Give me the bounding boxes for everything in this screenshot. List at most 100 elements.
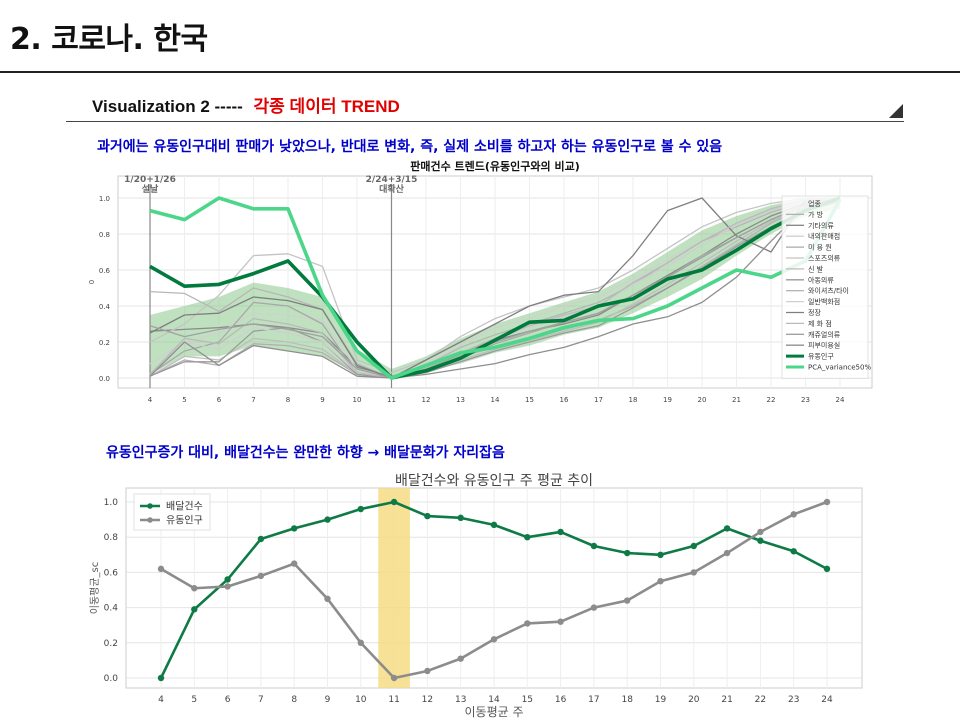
data-point bbox=[357, 639, 364, 646]
x-tick-label: 12 bbox=[422, 695, 433, 705]
data-point bbox=[291, 560, 298, 567]
data-point bbox=[224, 583, 231, 590]
highlight-band bbox=[378, 488, 410, 688]
x-axis-label: 이동평균 주 bbox=[464, 705, 523, 719]
x-tick-label: 7 bbox=[258, 695, 264, 705]
x-tick-label: 18 bbox=[629, 396, 638, 404]
data-point bbox=[490, 521, 498, 529]
legend-label: 유동인구 bbox=[808, 352, 834, 361]
legend-box bbox=[133, 493, 211, 531]
legend-label: PCA_variance50% bbox=[808, 364, 871, 372]
y-tick-label: 0.8 bbox=[99, 231, 110, 239]
x-tick-label: 14 bbox=[488, 695, 500, 705]
y-tick-label: 0.2 bbox=[99, 339, 110, 347]
chart-2: 0.0 0.2 0.4 0.6 0.8 1.0 4 5 6 7 8 9 10 11 12 13 14 15 16 17… bbox=[89, 473, 863, 719]
x-tick-label: 9 bbox=[320, 396, 324, 404]
y-tick-label: 0.0 bbox=[104, 674, 119, 684]
series-line bbox=[149, 197, 840, 374]
legend-label: 신 발 bbox=[808, 264, 824, 273]
data-point bbox=[457, 655, 464, 662]
data-point bbox=[390, 498, 398, 506]
y-axis-label: 이동평균_sc bbox=[89, 562, 101, 615]
legend-label: 기타의류 bbox=[808, 221, 834, 230]
x-tick-label: 18 bbox=[621, 695, 633, 705]
x-tick-label: 20 bbox=[698, 396, 707, 404]
legend-label: 내의판매점 bbox=[808, 232, 840, 241]
x-tick-label: 14 bbox=[491, 396, 500, 404]
data-point bbox=[790, 548, 797, 555]
data-point bbox=[524, 620, 531, 627]
data-point bbox=[790, 511, 797, 518]
x-tick-label: 24 bbox=[821, 695, 833, 705]
x-tick-label: 21 bbox=[721, 695, 732, 705]
y-tick-label: 0.4 bbox=[99, 303, 111, 311]
legend-label: 가 방 bbox=[808, 210, 824, 219]
x-tick-label: 17 bbox=[588, 695, 599, 705]
chart-title: 배달건수와 유동인구 주 평균 추이 bbox=[395, 473, 593, 489]
data-point bbox=[257, 535, 265, 543]
data-point bbox=[624, 597, 631, 604]
data-point bbox=[224, 576, 231, 583]
data-point bbox=[324, 516, 331, 523]
data-point bbox=[657, 551, 664, 558]
legend-label: 제 화 점 bbox=[808, 320, 832, 328]
x-tick-label: 20 bbox=[688, 695, 700, 705]
series-line bbox=[149, 196, 841, 380]
legend-label: 정장 bbox=[808, 308, 821, 317]
legend-label: 유동인구 bbox=[166, 515, 203, 527]
x-tick-label: 5 bbox=[182, 396, 186, 404]
data-point bbox=[457, 514, 464, 522]
annotation-label: 1/20+1/26 bbox=[124, 175, 176, 185]
data-point bbox=[624, 549, 631, 557]
x-tick-label: 24 bbox=[836, 396, 845, 404]
data-point bbox=[690, 542, 697, 550]
legend-label: 일반백화점 bbox=[808, 297, 840, 306]
data-point bbox=[291, 525, 298, 532]
y-axis-label: 0 bbox=[88, 280, 96, 284]
data-point bbox=[823, 498, 831, 506]
x-tick-label: 6 bbox=[217, 396, 222, 404]
data-point bbox=[324, 595, 331, 602]
annotation-label: 2/24+3/15 bbox=[366, 175, 418, 185]
x-tick-label: 21 bbox=[732, 396, 741, 404]
variance-band bbox=[150, 198, 840, 377]
data-point bbox=[757, 537, 764, 544]
x-tick-label: 8 bbox=[291, 695, 297, 705]
y-tick-label: 0.4 bbox=[104, 604, 119, 614]
chart-title: 판매건수 트렌드(유동인구와의 비교) bbox=[410, 159, 580, 173]
y-tick-label: 0.6 bbox=[99, 267, 111, 275]
subhead-rule bbox=[66, 121, 904, 122]
x-tick-label: 19 bbox=[663, 396, 672, 404]
series-line bbox=[149, 197, 841, 379]
y-tick-label: 0.0 bbox=[99, 375, 110, 383]
corner-triangle-icon bbox=[889, 104, 903, 118]
legend-box bbox=[781, 195, 869, 379]
caption-top: 과거에는 유동인구대비 판매가 낮았으나, 반대로 변화, 즉, 실제 소비를 … bbox=[97, 139, 723, 155]
x-tick-label: 16 bbox=[555, 695, 567, 705]
legend-label: 아동의류 bbox=[808, 275, 834, 284]
x-tick-label: 17 bbox=[594, 396, 603, 404]
y-tick-label: 0.6 bbox=[104, 568, 119, 578]
legend-label: 피부미용실 bbox=[808, 341, 840, 350]
y-tick-label: 0.8 bbox=[104, 533, 119, 543]
data-point bbox=[424, 512, 431, 520]
data-point bbox=[191, 606, 198, 613]
x-tick-label: 13 bbox=[456, 396, 465, 404]
series-line bbox=[149, 197, 841, 379]
x-tick-label: 11 bbox=[388, 695, 399, 705]
data-point bbox=[590, 604, 598, 611]
data-point bbox=[490, 636, 498, 643]
title-rule bbox=[0, 71, 960, 73]
data-point bbox=[690, 569, 697, 576]
x-tick-label: 6 bbox=[225, 695, 231, 705]
x-tick-label: 16 bbox=[560, 396, 569, 404]
data-point bbox=[657, 578, 664, 585]
x-tick-label: 23 bbox=[788, 695, 799, 705]
series-line bbox=[149, 196, 842, 380]
data-point bbox=[524, 534, 531, 541]
data-point bbox=[757, 528, 764, 536]
x-tick-label: 4 bbox=[148, 396, 153, 404]
data-point bbox=[390, 674, 398, 682]
legend-label: 스포츠의류 bbox=[808, 254, 841, 263]
x-tick-label: 7 bbox=[251, 396, 255, 404]
